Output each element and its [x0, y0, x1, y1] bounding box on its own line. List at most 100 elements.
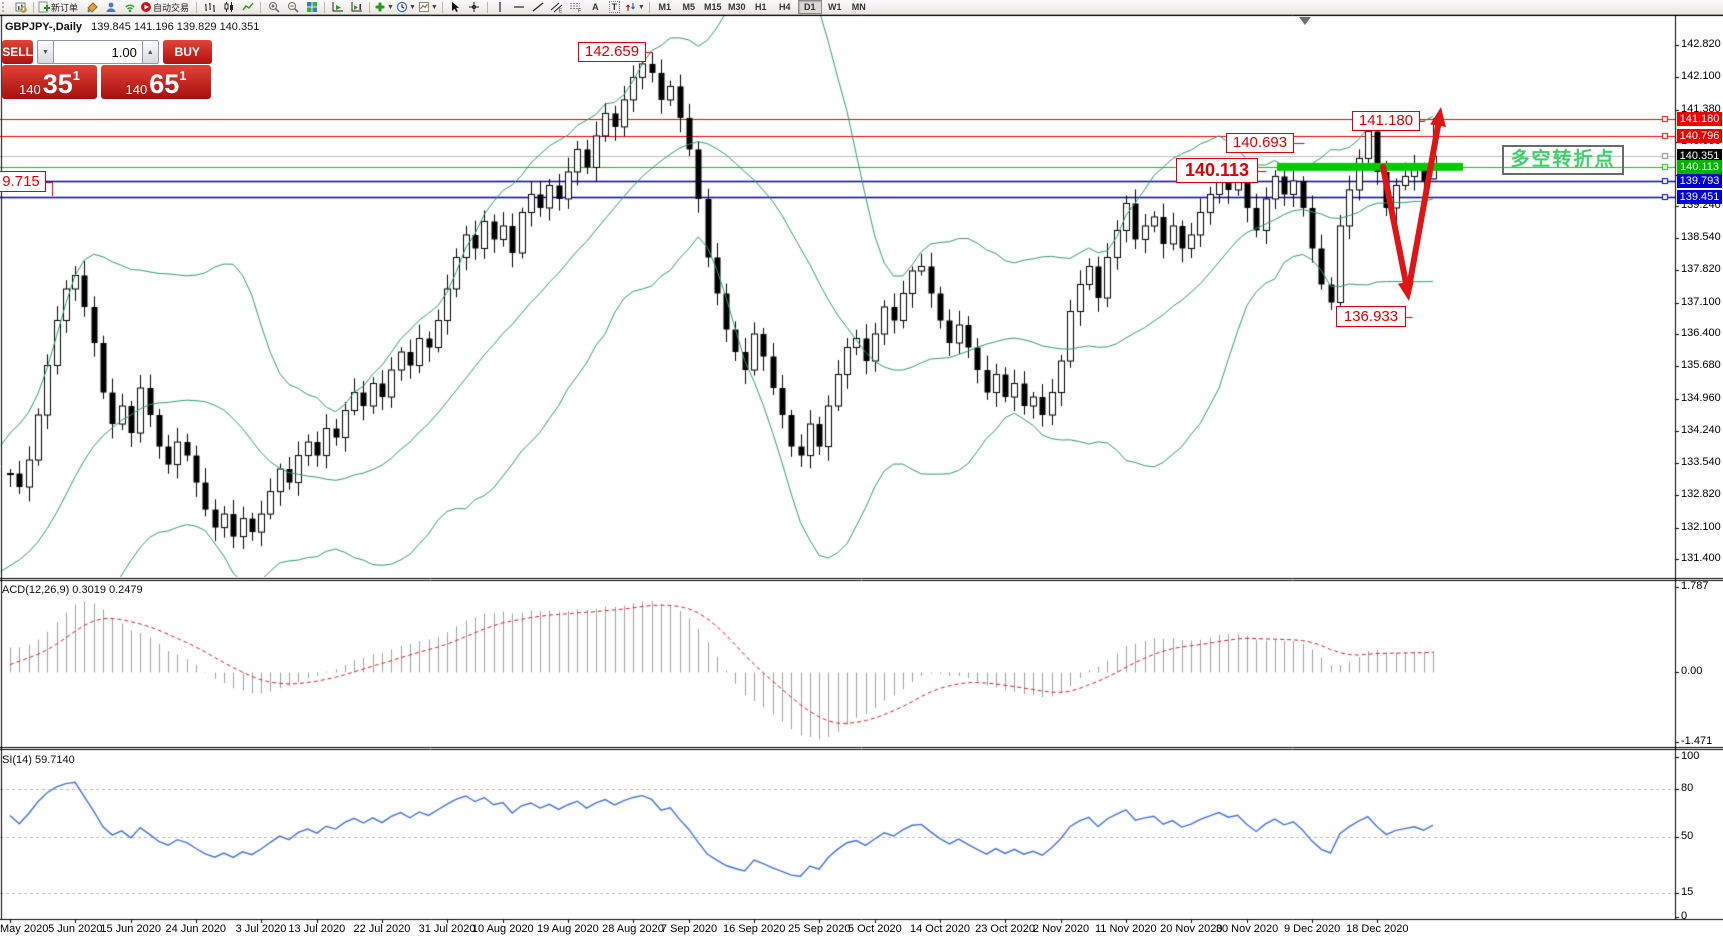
date-axis-label: 24 Jun 2020: [165, 923, 227, 935]
date-axis-label: 15 Jun 2020: [100, 923, 161, 935]
date-axis-label: 5 Jun 2020: [48, 923, 103, 935]
zoom-out-button[interactable]: [283, 1, 302, 14]
label-tool-button[interactable]: T: [605, 1, 624, 14]
autotrade-label[interactable]: 自动交易: [153, 2, 190, 13]
date-axis-label: 7 Sep 2020: [660, 923, 718, 935]
date-axis-label: 3 Jul 2020: [235, 923, 287, 935]
price-annotation-label[interactable]: 136.933: [1336, 306, 1406, 327]
cursor-icon: [452, 2, 460, 12]
volume-increase-button[interactable]: ▲: [141, 40, 159, 64]
equidistant-channel-button[interactable]: E: [548, 1, 567, 14]
date-axis-label: 31 Jul 2020: [418, 923, 476, 935]
current-price-tag[interactable]: 140.351: [1677, 149, 1722, 164]
price-axis-label: 134.960: [1681, 391, 1721, 404]
toolbar-separator: [324, 1, 326, 13]
price-annotation-label[interactable]: 141.180: [1352, 111, 1420, 131]
chart-shift-button[interactable]: [347, 1, 366, 14]
signal-icon: [124, 4, 135, 13]
signals-button[interactable]: [120, 1, 139, 14]
price-annotation-label[interactable]: 140.693: [1226, 133, 1294, 153]
zoom-in-button[interactable]: [264, 1, 283, 14]
text-tool-button[interactable]: A: [586, 1, 605, 14]
fibonacci-button[interactable]: F: [567, 1, 586, 14]
arrows-tool-button[interactable]: ▼: [624, 1, 646, 14]
sell-button[interactable]: SELL: [2, 40, 34, 64]
price-axis-label: 134.240: [1681, 424, 1721, 437]
level-price-tag[interactable]: 139.451: [1677, 189, 1722, 204]
date-axis-label: 2 Nov 2020: [1032, 923, 1090, 935]
timeframe-button-m1[interactable]: M1: [658, 2, 672, 12]
autotrade-icon: [141, 2, 152, 12]
level-price-tag[interactable]: 139.793: [1677, 174, 1722, 189]
level-price-tag[interactable]: 141.180: [1677, 111, 1722, 126]
price-annotation-label[interactable]: 142.659: [578, 42, 646, 62]
auto-scroll-icon: [332, 2, 343, 12]
crosshair-button[interactable]: [465, 1, 484, 14]
turning-point-annotation[interactable]: 多空转折点: [1502, 145, 1624, 175]
timeframe-button-w1[interactable]: W1: [828, 2, 842, 12]
tile-windows-button[interactable]: [302, 1, 321, 14]
sell-price-whole: 140: [19, 82, 41, 97]
level-price-tag[interactable]: 140.796: [1677, 129, 1722, 144]
trendline-button[interactable]: [529, 1, 548, 14]
toolbar-separator: [196, 1, 198, 13]
auto-scroll-button[interactable]: [328, 1, 347, 14]
new-order-button[interactable]: 新订单: [37, 1, 82, 14]
date-axis-label: 5 Oct 2020: [847, 923, 902, 935]
profile-icon: [106, 2, 116, 12]
volume-decrease-button[interactable]: ▼: [37, 40, 54, 64]
price-axis-label: 131.400: [1681, 552, 1721, 565]
candle-chart-icon: [224, 2, 233, 12]
autotrade-button[interactable]: 自动交易: [139, 1, 193, 14]
triangle-up-icon: ▲: [146, 48, 154, 56]
toolbar-separator: [648, 1, 650, 13]
line-chart-button[interactable]: [238, 1, 257, 14]
buy-button[interactable]: BUY: [162, 40, 213, 64]
timeframe-button-m5[interactable]: M5: [682, 2, 696, 12]
clock-icon: [396, 1, 408, 13]
date-axis-label: 13 Jul 2020: [288, 923, 346, 935]
rsi-axis-label: 50: [1681, 830, 1694, 842]
zoom-out-icon: [287, 2, 299, 13]
timeframe-button-m30[interactable]: M30: [728, 2, 746, 12]
buy-price-display[interactable]: 140 65 1: [101, 65, 211, 99]
timeframe-button-h1[interactable]: H1: [755, 2, 767, 12]
date-axis-label: 25 Sep 2020: [788, 923, 851, 935]
label-tool-label: T: [608, 1, 621, 13]
chart-shift-marker[interactable]: [1299, 17, 1311, 25]
timeframe-button-h4[interactable]: H4: [779, 2, 791, 12]
price-axis-label: 141.380: [1681, 102, 1721, 115]
line-chart-icon: [241, 2, 254, 11]
price-annotation-label[interactable]: 9.715: [0, 171, 46, 192]
templates-button[interactable]: ▼: [417, 1, 439, 14]
new-order-label[interactable]: 新订单: [51, 2, 79, 13]
rsi-axis-label: 80: [1681, 782, 1694, 794]
crosshair-icon: [469, 2, 480, 12]
svg-text:F: F: [578, 9, 581, 14]
toolbar-separator: [369, 1, 371, 13]
horizontal-line-button[interactable]: [510, 1, 529, 14]
macd-indicator-label: ACD(12,26,9) 0.3019 0.2479: [2, 584, 143, 596]
price-annotation-label[interactable]: 140.113: [1176, 158, 1258, 183]
trendline-icon: [532, 2, 544, 12]
timeframe-button-mn[interactable]: MN: [851, 2, 866, 12]
timeframe-button-m15[interactable]: M15: [704, 2, 722, 12]
volume-input[interactable]: [53, 40, 142, 64]
vertical-line-button[interactable]: [491, 1, 510, 14]
periods-button[interactable]: ▼: [395, 1, 417, 14]
indicators-button[interactable]: ▼: [373, 1, 395, 14]
timeframe-button-d1[interactable]: D1: [797, 0, 822, 14]
text-tool-label: A: [592, 2, 599, 12]
level-price-tag[interactable]: 140.113: [1677, 159, 1722, 174]
candle-chart-button[interactable]: [219, 1, 238, 14]
ohlc-values: 139.845 141.196 139.829 140.351: [91, 21, 260, 33]
chart-styles-button[interactable]: [82, 1, 101, 14]
profiles-button[interactable]: [101, 1, 120, 14]
bar-chart-button[interactable]: [200, 1, 219, 14]
price-axis-label: 137.820: [1681, 263, 1721, 276]
cursor-button[interactable]: [446, 1, 465, 14]
sell-price-display[interactable]: 140 35 1: [2, 65, 97, 99]
chart-window-button[interactable]: [11, 1, 30, 14]
